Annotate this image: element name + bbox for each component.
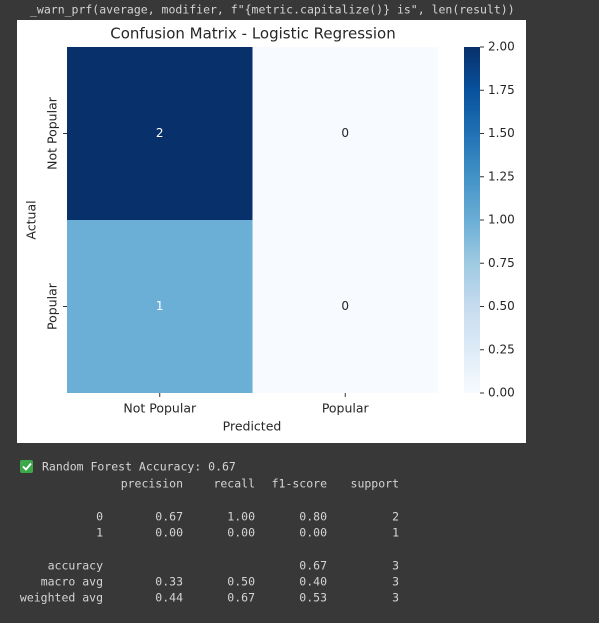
heatmap-cell: [67, 47, 253, 220]
y-tick-label: Not Popular: [45, 96, 60, 170]
report-row-label: weighted avg: [20, 591, 103, 605]
report-row-label: 0: [96, 510, 103, 524]
colorbar-tick-label: 1.00: [488, 213, 515, 227]
x-axis-label: Predicted: [223, 419, 282, 434]
report-cell: 1.00: [227, 510, 255, 524]
report-cell: 0.33: [155, 575, 183, 589]
y-axis-label: Actual: [24, 200, 39, 239]
heatmap-cell: [252, 47, 438, 220]
colorbar-tick-label: 1.75: [488, 83, 515, 97]
colorbar-tick-label: 2.00: [488, 40, 515, 54]
chart-title: Confusion Matrix - Logistic Regression: [110, 25, 395, 43]
heatmap-cell: [252, 220, 438, 393]
colorbar: [464, 47, 480, 393]
report-cell: 0.67: [155, 510, 183, 524]
heatmap-cell: [67, 220, 253, 393]
colorbar-tick-label: 1.50: [488, 126, 515, 140]
cell-label: 1: [156, 299, 164, 313]
report-cell: 0.44: [155, 591, 183, 605]
report-cell: 0.00: [155, 526, 183, 540]
report-cell: 3: [392, 591, 399, 605]
colorbar-tick-label: 0.50: [488, 299, 515, 313]
success-icon: [20, 460, 33, 473]
report-cell: 0.50: [227, 575, 255, 589]
report-cell: 0.00: [227, 526, 255, 540]
colorbar-tick-label: 1.25: [488, 169, 515, 183]
report-row-label: macro avg: [41, 575, 103, 589]
report-cell: 0.67: [227, 591, 255, 605]
report-cell: 0.40: [299, 575, 327, 589]
cell-label: 0: [341, 299, 349, 313]
accuracy-line: Random Forest Accuracy: 0.67: [42, 460, 236, 474]
report-header: recall: [213, 477, 255, 491]
y-tick-label: Popular: [45, 282, 60, 330]
report-cell: 0.00: [299, 526, 327, 540]
colorbar-tick-label: 0.00: [488, 386, 515, 400]
report-cell: 0.80: [299, 510, 327, 524]
report-header: f1-score: [272, 477, 327, 491]
report-header: precision: [121, 477, 183, 491]
cell-label: 0: [341, 126, 349, 140]
report-row-label: 1: [96, 526, 103, 540]
cell-label: 2: [156, 126, 164, 140]
report-row-label: accuracy: [48, 559, 103, 573]
report-cell: 1: [392, 526, 399, 540]
warning-text: _warn_prf(average, modifier, f"{metric.c…: [30, 3, 515, 17]
report-cell: 2: [392, 510, 399, 524]
x-tick-label: Popular: [322, 401, 370, 416]
report-cell: 0.53: [299, 591, 327, 605]
colorbar-tick-label: 0.75: [488, 256, 515, 270]
check-mark: [22, 462, 32, 471]
report-cell: 3: [392, 559, 399, 573]
report-cell: 3: [392, 575, 399, 589]
report-header: support: [351, 477, 399, 491]
colorbar-tick-label: 0.25: [488, 342, 515, 356]
report-cell: 0.67: [299, 559, 327, 573]
x-tick-label: Not Popular: [123, 401, 197, 416]
